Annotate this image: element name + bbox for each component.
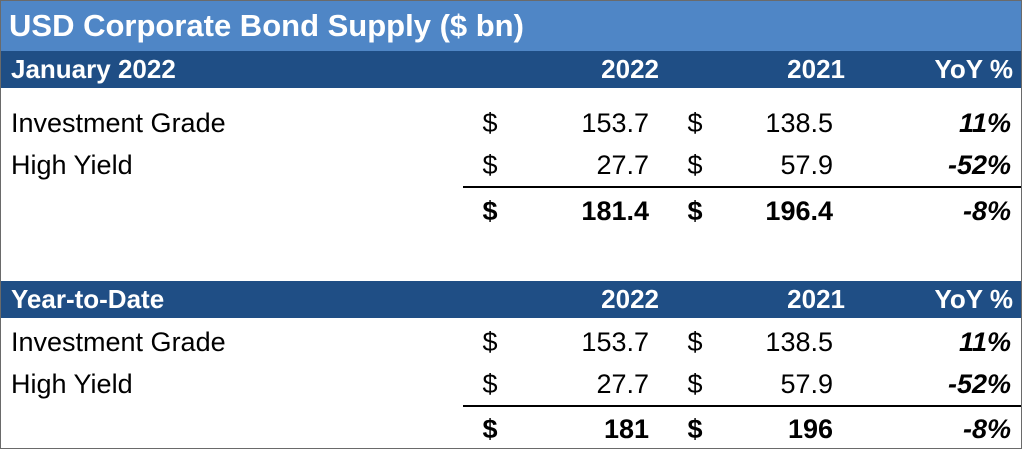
column-header-yoy: YoY % [934, 284, 1013, 314]
table-row-high-yield: High Yield $ 27.7 $ 57.9 -52% [1, 363, 1021, 405]
currency-symbol: $ [687, 414, 703, 444]
column-header-2021: 2021 [787, 54, 845, 84]
currency-symbol: $ [482, 369, 498, 399]
value-yoy: 11% [958, 108, 1011, 138]
row-label: Investment Grade [11, 327, 226, 357]
column-header-2022: 2022 [601, 54, 659, 84]
table-title: USD Corporate Bond Supply ($ bn) [1, 1, 1021, 51]
total-divider [463, 405, 1021, 407]
currency-symbol: $ [687, 108, 703, 138]
table-row-investment-grade: Investment Grade $ 153.7 $ 138.5 11% [1, 321, 1021, 363]
column-header-2021: 2021 [787, 284, 845, 314]
section-header-january: January 2022 2022 2021 YoY % [1, 51, 1021, 88]
currency-symbol: $ [482, 150, 498, 180]
value-2021: 138.5 [765, 108, 833, 138]
currency-symbol: $ [482, 414, 498, 444]
value-2021: 57.9 [780, 369, 833, 399]
column-header-2022: 2022 [601, 284, 659, 314]
total-yoy: -8% [962, 414, 1011, 444]
section-label: January 2022 [11, 54, 176, 84]
currency-symbol: $ [482, 196, 498, 226]
total-2021: 196.4 [765, 196, 833, 226]
value-2022: 153.7 [581, 327, 649, 357]
total-2022: 181 [603, 414, 649, 444]
value-2021: 57.9 [780, 150, 833, 180]
value-2022: 153.7 [581, 108, 649, 138]
currency-symbol: $ [482, 108, 498, 138]
currency-symbol: $ [687, 196, 703, 226]
currency-symbol: $ [687, 150, 703, 180]
total-yoy: -8% [962, 196, 1011, 226]
section-label: Year-to-Date [11, 284, 165, 314]
row-label: High Yield [11, 150, 133, 180]
section-header-ytd: Year-to-Date 2022 2021 YoY % [1, 281, 1021, 318]
currency-symbol: $ [687, 327, 703, 357]
value-2022: 27.7 [596, 150, 649, 180]
row-label: High Yield [11, 369, 133, 399]
value-yoy: -52% [947, 150, 1011, 180]
value-2021: 138.5 [765, 327, 833, 357]
table-row-high-yield: High Yield $ 27.7 $ 57.9 -52% [1, 144, 1021, 186]
value-2022: 27.7 [596, 369, 649, 399]
table-row-total: $ 181.4 $ 196.4 -8% [1, 190, 1021, 232]
value-yoy: 11% [958, 327, 1011, 357]
total-2021: 196 [787, 414, 833, 444]
total-2022: 181.4 [581, 196, 649, 226]
total-divider [463, 186, 1021, 188]
row-label: Investment Grade [11, 108, 226, 138]
currency-symbol: $ [687, 369, 703, 399]
table-row-total: $ 181 $ 196 -8% [1, 408, 1021, 450]
table-row-investment-grade: Investment Grade $ 153.7 $ 138.5 11% [1, 102, 1021, 144]
currency-symbol: $ [482, 327, 498, 357]
column-header-yoy: YoY % [934, 54, 1013, 84]
value-yoy: -52% [947, 369, 1011, 399]
